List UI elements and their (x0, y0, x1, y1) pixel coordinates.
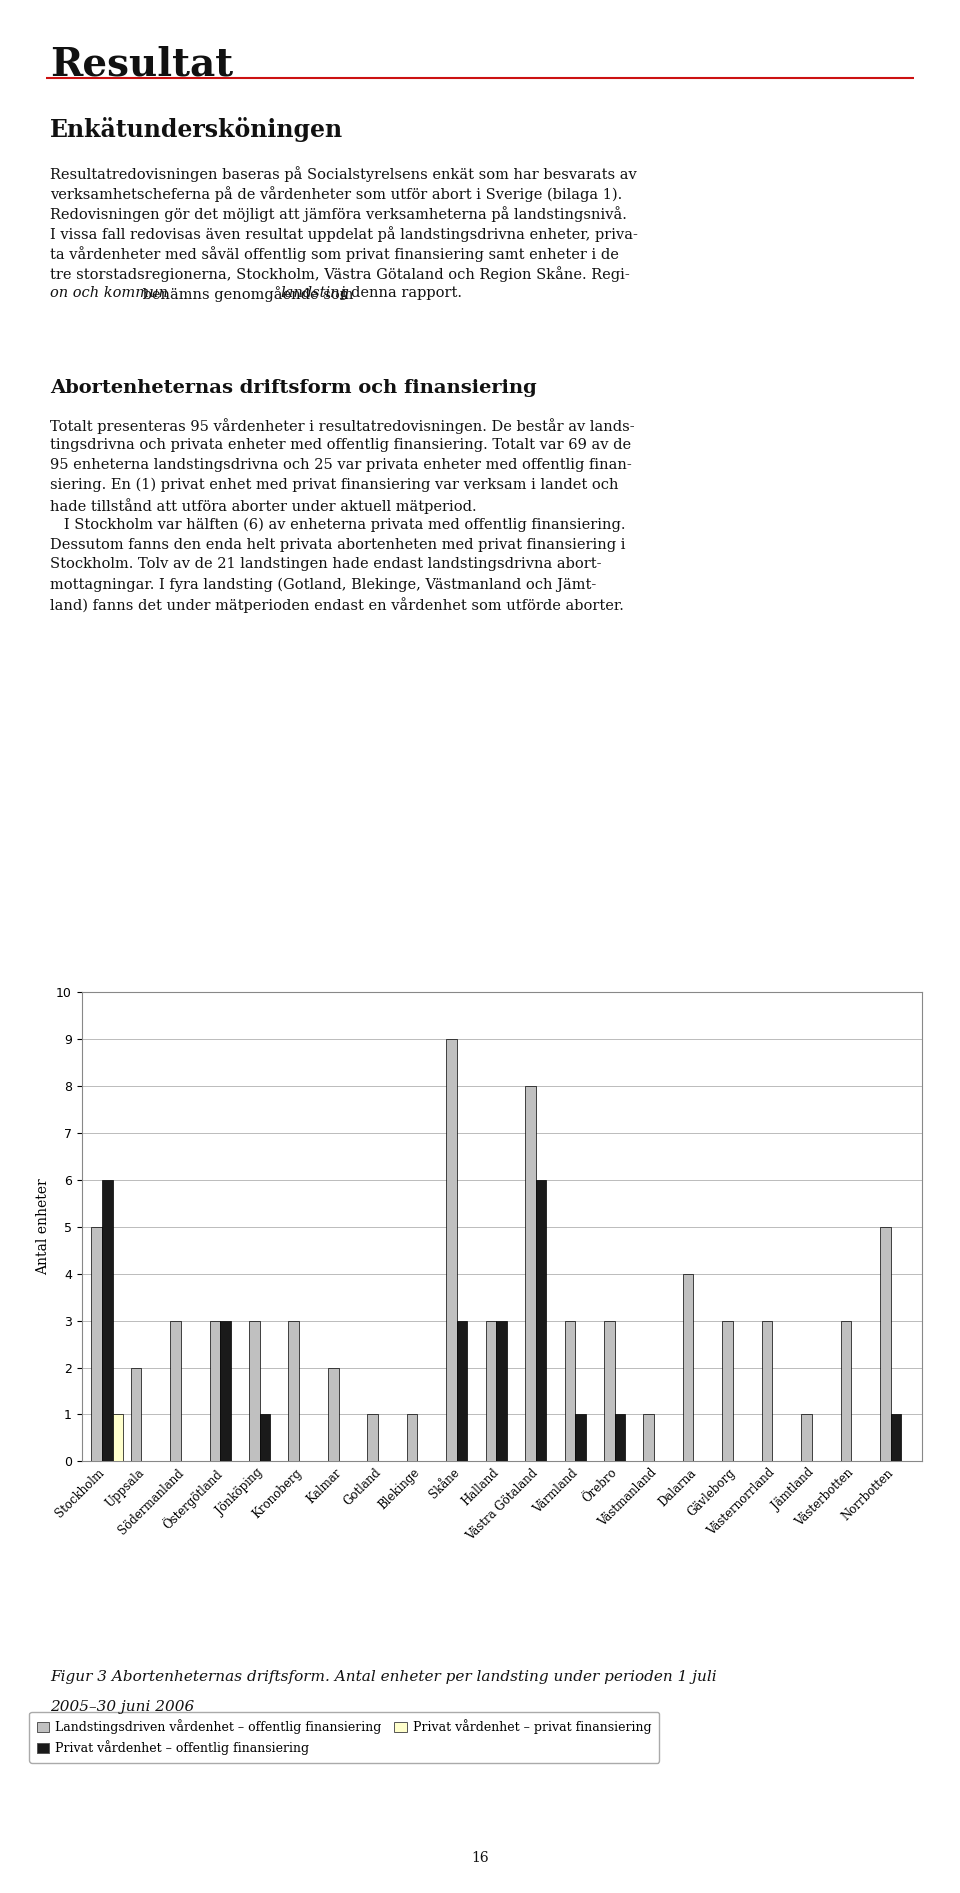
Bar (220, 1321, 230, 1461)
Legend: Landstingsdriven vårdenhet – offentlig finansiering, Privat vårdenhet – offentli: Landstingsdriven vårdenhet – offentlig f… (29, 1711, 660, 1762)
Text: 16: 16 (471, 1851, 489, 1865)
Text: benämns genomgående som: benämns genomgående som (138, 286, 358, 301)
Text: on och kommun: on och kommun (50, 286, 168, 299)
Bar (112, 1414, 123, 1461)
Bar (407, 1414, 418, 1461)
Text: Dessutom fanns den enda helt privata abortenheten med privat finansiering i: Dessutom fanns den enda helt privata abo… (50, 538, 625, 551)
Bar (536, 1179, 546, 1461)
Text: Totalt presenteras 95 vårdenheter i resultatredovisningen. De består av lands-: Totalt presenteras 95 vårdenheter i resu… (50, 418, 635, 433)
Bar (259, 1414, 271, 1461)
Text: i denna rapport.: i denna rapport. (337, 286, 462, 299)
Text: verksamhetscheferna på de vårdenheter som utför abort i Sverige (bilaga 1).: verksamhetscheferna på de vårdenheter so… (50, 186, 622, 203)
Text: I Stockholm var hälften (6) av enheterna privata med offentlig finansiering.: I Stockholm var hälften (6) av enheterna… (50, 517, 625, 532)
Bar (761, 1321, 773, 1461)
Text: 95 enheterna landstingsdrivna och 25 var privata enheter med offentlig finan-: 95 enheterna landstingsdrivna och 25 var… (50, 458, 632, 471)
Bar (446, 1039, 457, 1461)
Bar (880, 1227, 891, 1461)
Text: tingsdrivna och privata enheter med offentlig finansiering. Totalt var 69 av de: tingsdrivna och privata enheter med offe… (50, 437, 631, 452)
Bar (486, 1321, 496, 1461)
Bar (170, 1321, 180, 1461)
Text: tre storstadsregionerna, Stockholm, Västra Götaland och Region Skåne. Regi-: tre storstadsregionerna, Stockholm, Väst… (50, 265, 630, 282)
Text: I vissa fall redovisas även resultat uppdelat på landstingsdrivna enheter, priva: I vissa fall redovisas även resultat upp… (50, 225, 637, 242)
Bar (209, 1321, 220, 1461)
Text: Enkätundersköningen: Enkätundersköningen (50, 117, 343, 142)
Bar (604, 1321, 614, 1461)
Text: hade tillstånd att utföra aborter under aktuell mätperiod.: hade tillstånd att utföra aborter under … (50, 498, 476, 513)
Text: landsting: landsting (280, 286, 349, 299)
Y-axis label: Antal enheter: Antal enheter (36, 1177, 51, 1276)
Text: Resultat: Resultat (50, 45, 233, 83)
Text: Resultatredovisningen baseras på Socialstyrelsens enkät som har besvarats av: Resultatredovisningen baseras på Socials… (50, 167, 636, 182)
Bar (683, 1274, 693, 1461)
Bar (288, 1321, 300, 1461)
Bar (841, 1321, 852, 1461)
Text: land) fanns det under mätperioden endast en vårdenhet som utförde aborter.: land) fanns det under mätperioden endast… (50, 598, 624, 613)
Bar (614, 1414, 625, 1461)
Text: Stockholm. Tolv av de 21 landstingen hade endast landstingsdrivna abort-: Stockholm. Tolv av de 21 landstingen had… (50, 557, 601, 572)
Text: 2005–30 juni 2006: 2005–30 juni 2006 (50, 1700, 194, 1713)
Bar (368, 1414, 378, 1461)
Text: Figur 3 Abortenheternas driftsform. Antal enheter per landsting under perioden 1: Figur 3 Abortenheternas driftsform. Anta… (50, 1670, 716, 1683)
Bar (525, 1087, 536, 1461)
Text: ta vårdenheter med såväl offentlig som privat finansiering samt enheter i de: ta vårdenheter med såväl offentlig som p… (50, 246, 619, 261)
Bar (328, 1367, 339, 1461)
Bar (643, 1414, 654, 1461)
Bar (802, 1414, 812, 1461)
Text: Redovisningen gör det möjligt att jämföra verksamheterna på landstingsnivå.: Redovisningen gör det möjligt att jämför… (50, 206, 627, 221)
Text: mottagningar. I fyra landsting (Gotland, Blekinge, Västmanland och Jämt-: mottagningar. I fyra landsting (Gotland,… (50, 577, 596, 593)
Bar (564, 1321, 575, 1461)
Bar (91, 1227, 102, 1461)
Bar (131, 1367, 141, 1461)
Bar (891, 1414, 901, 1461)
Bar (457, 1321, 468, 1461)
Bar (102, 1179, 112, 1461)
Bar (249, 1321, 259, 1461)
Bar (575, 1414, 586, 1461)
Bar (722, 1321, 732, 1461)
Text: Abortenheternas driftsform och finansiering: Abortenheternas driftsform och finansier… (50, 379, 537, 398)
Bar (496, 1321, 507, 1461)
Text: siering. En (1) privat enhet med privat finansiering var verksam i landet och: siering. En (1) privat enhet med privat … (50, 477, 618, 492)
